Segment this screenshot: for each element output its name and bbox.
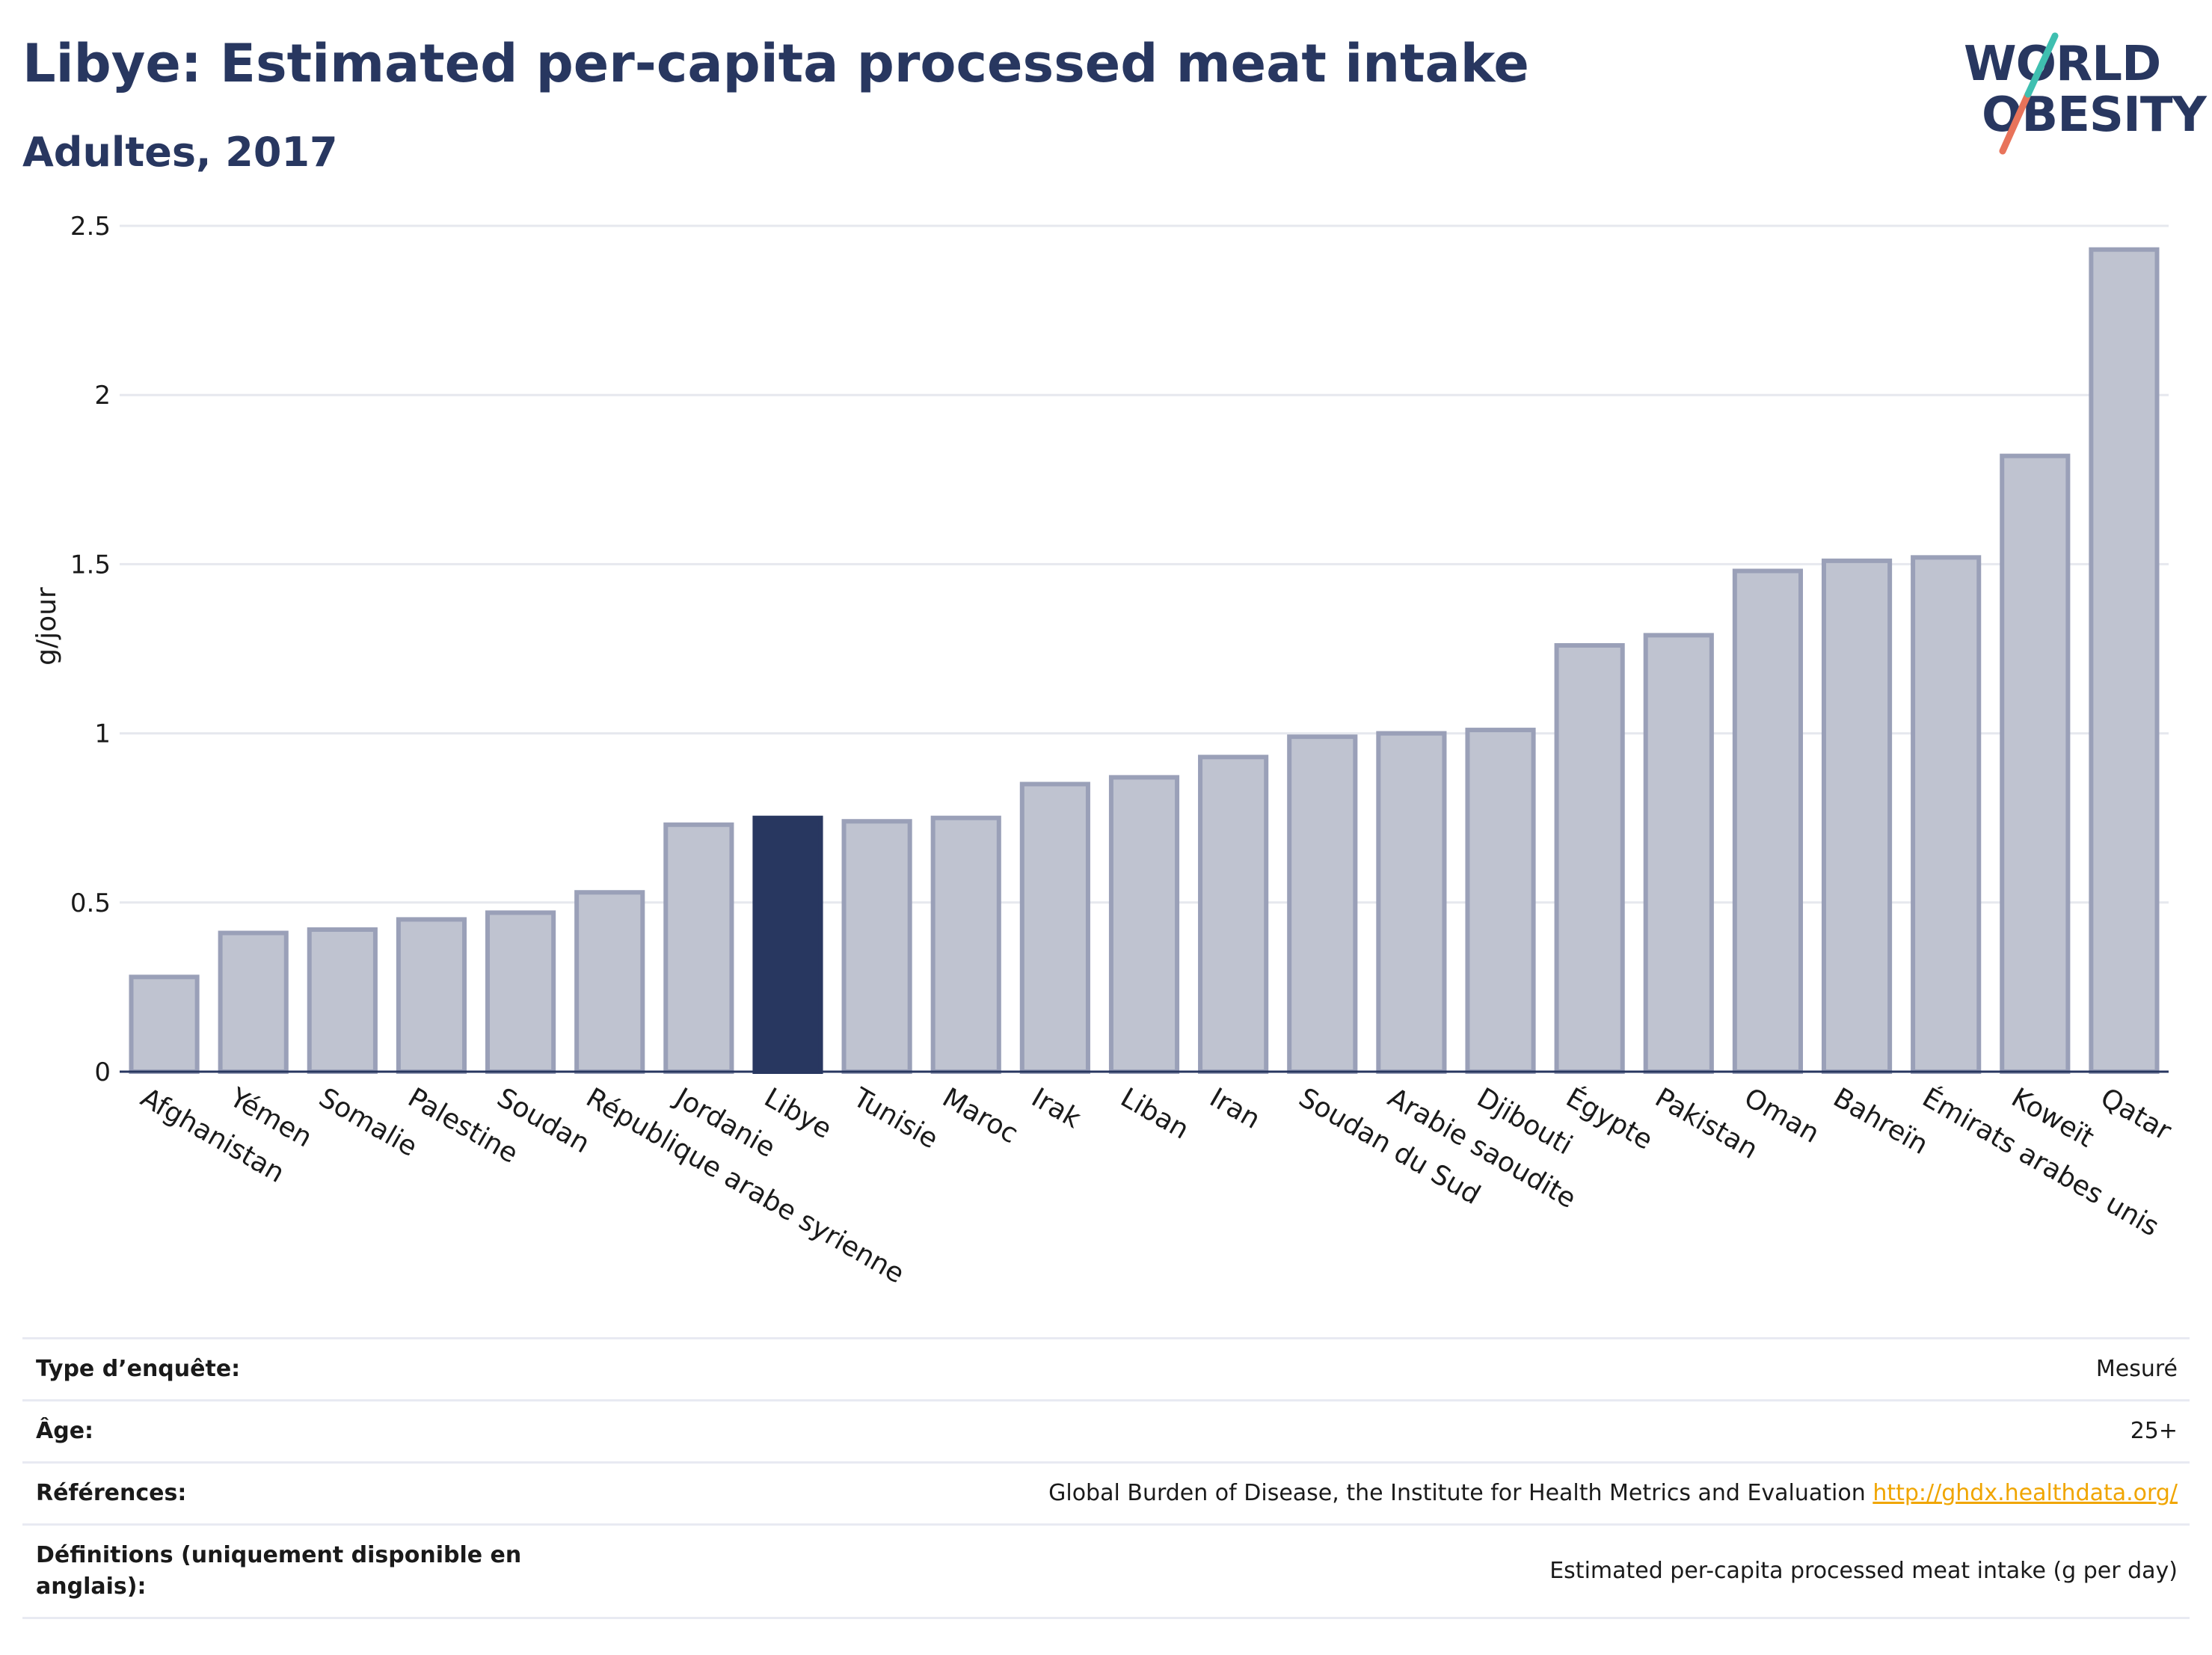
meta-row-age: Âge: 25+ <box>22 1399 2190 1461</box>
bar[interactable] <box>218 930 289 1074</box>
x-tick-label: Maroc <box>937 1082 1023 1149</box>
y-axis-ticks: 0 0.5 1 1.5 2 2.5 <box>70 212 111 1087</box>
x-tick-label: Iran <box>1205 1082 1265 1135</box>
x-tick-label: Irak <box>1026 1082 1086 1134</box>
x-tick-label: Tunisie <box>847 1082 943 1155</box>
bar[interactable] <box>1911 555 1982 1074</box>
bar[interactable] <box>574 890 645 1075</box>
y-tick-label: 0 <box>94 1057 111 1087</box>
bar[interactable] <box>1019 782 1090 1075</box>
meta-value: Mesuré <box>2095 1356 2178 1382</box>
bar[interactable] <box>1821 558 1893 1075</box>
x-axis-ticks: AfghanistanYémenSomaliePalestineSoudanRé… <box>135 1081 2176 1289</box>
bar[interactable] <box>1198 755 1269 1074</box>
x-tick-label: Qatar <box>2095 1082 2176 1146</box>
bar[interactable] <box>663 822 734 1074</box>
bar[interactable] <box>841 819 912 1074</box>
bar[interactable] <box>1287 734 1358 1075</box>
bar[interactable] <box>396 917 467 1074</box>
reference-link[interactable]: http://ghdx.healthdata.org/ <box>1872 1480 2178 1506</box>
bar[interactable] <box>1643 633 1714 1074</box>
y-tick-label: 1.5 <box>70 550 111 580</box>
bar[interactable] <box>752 815 823 1074</box>
logo-slash-icon <box>1999 32 2059 155</box>
bar[interactable] <box>930 815 1001 1074</box>
y-tick-label: 2 <box>94 381 111 411</box>
meta-row-references: Références: Global Burden of Disease, th… <box>22 1461 2190 1523</box>
meta-label: Type d’enquête: <box>36 1356 241 1382</box>
bar[interactable] <box>2000 453 2071 1074</box>
x-tick-label: Bahreïn <box>1828 1082 1933 1161</box>
x-tick-label: Liban <box>1116 1082 1194 1145</box>
logo-text-world: WORLD <box>1964 37 2161 92</box>
y-tick-label: 0.5 <box>70 888 111 918</box>
bar[interactable] <box>1554 642 1625 1074</box>
meta-row-survey-type: Type d’enquête: Mesuré <box>22 1337 2190 1399</box>
bar[interactable] <box>129 974 200 1074</box>
y-tick-label: 2.5 <box>70 212 111 242</box>
meta-label: Définitions (uniquement disponible en an… <box>36 1542 522 1600</box>
meta-label: Références: <box>36 1480 187 1506</box>
metadata-table: Type d’enquête: Mesuré Âge: 25+ Référenc… <box>22 1337 2190 1619</box>
x-tick-label: Pakistan <box>1650 1082 1763 1165</box>
bar-chart: 0 0.5 1 1.5 2 2.5 AfghanistanYémenSomaliePale… <box>31 212 2176 1290</box>
reference-text: Global Burden of Disease, the Institute … <box>1048 1480 1866 1506</box>
bar[interactable] <box>2089 247 2160 1075</box>
meta-value: Global Burden of Disease, the Institute … <box>1048 1478 2190 1509</box>
x-tick-label: Égypte <box>1561 1081 1658 1155</box>
bar[interactable] <box>1376 731 1447 1074</box>
y-tick-label: 1 <box>94 719 111 749</box>
chart-title: Libye: Estimated per-capita processed me… <box>22 33 1529 94</box>
chart-subtitle: Adultes, 2017 <box>22 129 338 176</box>
bar[interactable] <box>1108 775 1180 1074</box>
bar[interactable] <box>1732 568 1803 1074</box>
meta-row-definitions: Définitions (uniquement disponible en an… <box>22 1523 2190 1619</box>
bar[interactable] <box>307 927 378 1074</box>
bar[interactable] <box>1465 728 1536 1074</box>
x-tick-label: Somalie <box>313 1082 422 1163</box>
bar[interactable] <box>485 910 556 1075</box>
bars <box>129 247 2160 1075</box>
meta-label: Âge: <box>36 1418 94 1444</box>
world-obesity-logo[interactable]: WORLD OBESITY <box>1944 22 2207 157</box>
meta-value: Estimated per-capita processed meat inta… <box>1549 1558 2178 1584</box>
y-axis-label: g/jour <box>31 587 62 666</box>
meta-value: 25+ <box>2130 1418 2178 1444</box>
